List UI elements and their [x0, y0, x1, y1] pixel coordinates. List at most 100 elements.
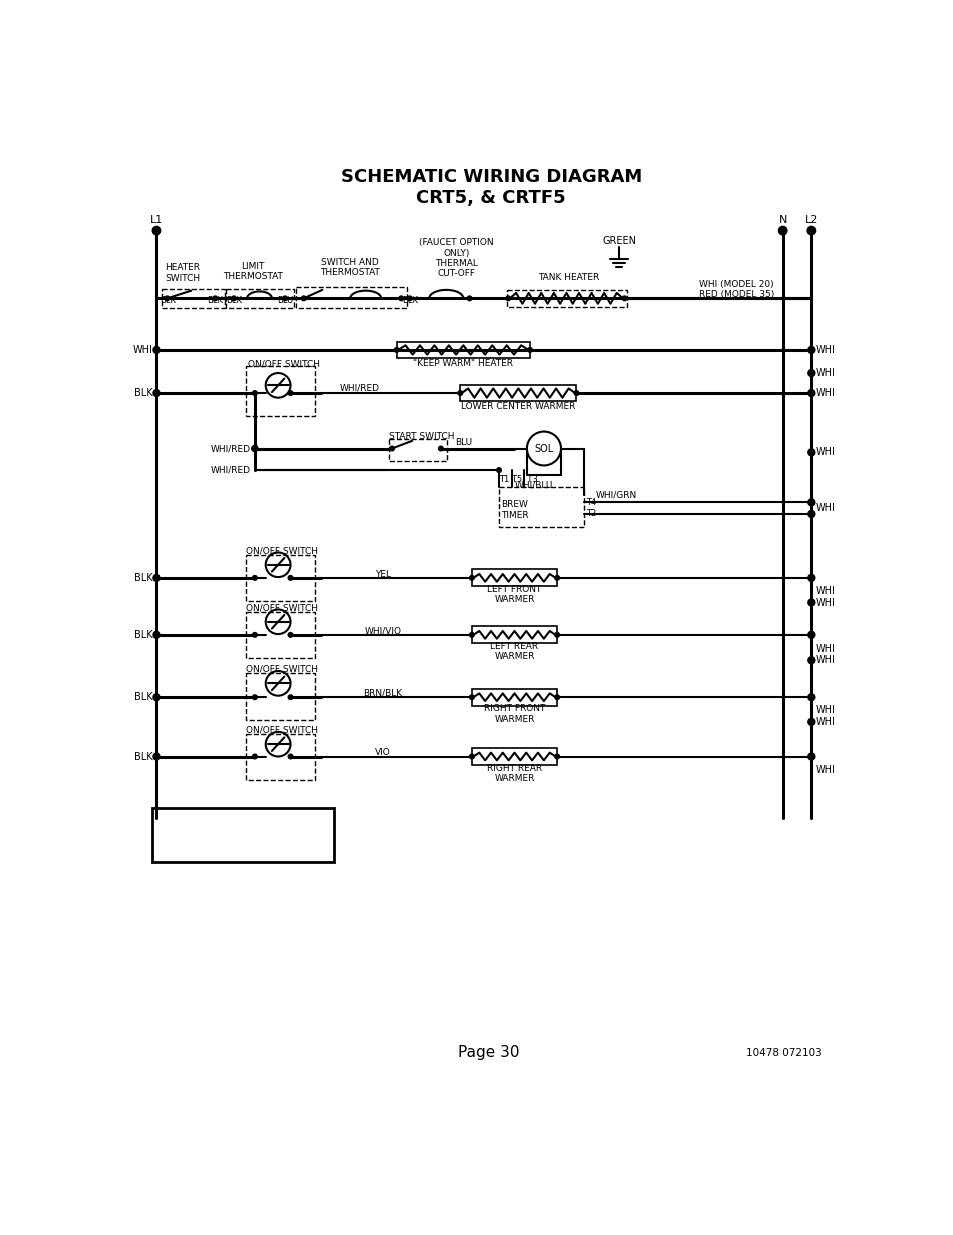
Text: ON/OFF SWITCH: ON/OFF SWITCH — [248, 359, 320, 368]
Text: BLK: BLK — [133, 752, 152, 762]
Circle shape — [288, 755, 293, 758]
Text: CRT5, & CRTF5: CRT5, & CRTF5 — [416, 189, 565, 207]
Circle shape — [301, 296, 305, 300]
Circle shape — [288, 695, 293, 699]
Text: L1: L1 — [150, 215, 163, 225]
Text: VIO: VIO — [375, 748, 390, 757]
Text: TANK HEATER: TANK HEATER — [537, 273, 598, 282]
Text: Page 30: Page 30 — [457, 1046, 519, 1061]
Text: WHI: WHI — [815, 345, 834, 354]
Bar — [506, 290, 626, 306]
Circle shape — [253, 755, 257, 758]
Text: BLU: BLU — [276, 296, 293, 305]
Text: WHI: WHI — [815, 447, 834, 457]
Bar — [152, 808, 334, 862]
Circle shape — [527, 347, 532, 352]
Circle shape — [807, 753, 814, 760]
Text: WHI (MODEL 20): WHI (MODEL 20) — [699, 280, 773, 289]
Text: BLK: BLK — [133, 630, 152, 640]
Bar — [396, 342, 530, 358]
Bar — [162, 289, 225, 309]
Circle shape — [467, 296, 472, 300]
Text: WHI/RED: WHI/RED — [211, 445, 251, 453]
Text: WHI: WHI — [815, 368, 834, 378]
Text: GREEN: GREEN — [601, 236, 636, 246]
Text: RED (MODEL 35): RED (MODEL 35) — [699, 290, 774, 299]
Circle shape — [152, 753, 160, 760]
Circle shape — [807, 369, 814, 377]
Circle shape — [555, 755, 558, 758]
Text: WHI/BLU: WHI/BLU — [515, 480, 553, 489]
Text: T1 T5  T3: T1 T5 T3 — [498, 474, 537, 484]
Bar — [245, 555, 315, 601]
Bar — [245, 366, 315, 416]
Circle shape — [555, 576, 558, 580]
Circle shape — [253, 576, 257, 580]
Text: LOWER CENTER WARMER: LOWER CENTER WARMER — [460, 403, 575, 411]
Text: SOL: SOL — [534, 443, 553, 453]
Text: WHI: WHI — [815, 598, 834, 608]
Text: SCHEMATIC WIRING DIAGRAM: SCHEMATIC WIRING DIAGRAM — [340, 168, 641, 186]
Circle shape — [390, 446, 394, 451]
Text: BLK: BLK — [226, 296, 242, 305]
Text: ON/OFF SWITCH: ON/OFF SWITCH — [246, 546, 317, 556]
Circle shape — [807, 510, 814, 517]
Text: WHI/VIO: WHI/VIO — [364, 626, 401, 636]
Text: BLU: BLU — [456, 438, 472, 447]
Circle shape — [469, 576, 474, 580]
Circle shape — [213, 296, 217, 300]
Bar — [226, 289, 294, 309]
Text: "KEEP WARM" HEATER: "KEEP WARM" HEATER — [413, 359, 513, 368]
Text: BLK: BLK — [133, 692, 152, 703]
Text: T2: T2 — [585, 510, 596, 519]
Circle shape — [407, 296, 412, 300]
Circle shape — [469, 755, 474, 758]
Circle shape — [807, 499, 814, 506]
Text: WHI: WHI — [815, 585, 834, 597]
Bar — [245, 673, 315, 720]
Circle shape — [807, 719, 814, 725]
Circle shape — [288, 576, 293, 580]
Text: BLK: BLK — [401, 296, 417, 305]
Circle shape — [288, 632, 293, 637]
Circle shape — [152, 574, 160, 582]
Text: WHI: WHI — [815, 656, 834, 666]
Circle shape — [152, 389, 160, 396]
Bar — [498, 487, 583, 527]
Text: WHI: WHI — [815, 766, 834, 776]
Circle shape — [807, 574, 814, 582]
Bar — [472, 569, 557, 587]
Circle shape — [394, 347, 398, 352]
Circle shape — [807, 599, 814, 606]
Text: BLK: BLK — [160, 296, 176, 305]
Circle shape — [807, 448, 814, 456]
Circle shape — [469, 695, 474, 699]
Text: WHI/RED: WHI/RED — [211, 466, 251, 474]
Bar — [472, 626, 557, 643]
Circle shape — [152, 347, 160, 353]
Circle shape — [232, 296, 236, 300]
Circle shape — [555, 695, 558, 699]
Text: L2: L2 — [803, 215, 817, 225]
Bar — [472, 748, 557, 764]
Circle shape — [807, 694, 814, 700]
Text: LIMIT
THERMOSTAT: LIMIT THERMOSTAT — [222, 262, 282, 282]
Circle shape — [497, 468, 500, 472]
Circle shape — [438, 446, 443, 451]
Text: BLK: BLK — [207, 296, 223, 305]
Text: LEFT REAR
WARMER: LEFT REAR WARMER — [490, 642, 538, 662]
Bar — [295, 287, 406, 309]
Circle shape — [152, 226, 160, 235]
Text: RIGHT FRONT
WARMER: RIGHT FRONT WARMER — [483, 704, 544, 724]
Text: LEFT FRONT
WARMER: LEFT FRONT WARMER — [487, 585, 541, 604]
Circle shape — [253, 632, 257, 637]
Text: T4: T4 — [585, 498, 596, 506]
Text: ON/OFF SWITCH: ON/OFF SWITCH — [246, 604, 317, 613]
Bar — [389, 440, 447, 461]
Circle shape — [253, 390, 257, 395]
Text: BRN/BLK: BRN/BLK — [363, 689, 402, 698]
Text: BLK: BLK — [133, 388, 152, 398]
Bar — [459, 385, 576, 401]
Circle shape — [778, 226, 786, 235]
Text: WHI: WHI — [815, 503, 834, 513]
